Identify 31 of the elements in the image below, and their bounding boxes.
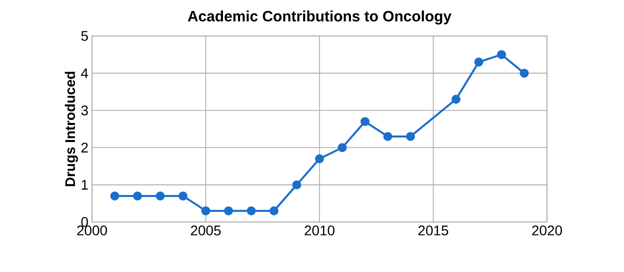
- point: [156, 191, 165, 200]
- point: [315, 154, 324, 164]
- x-tick-label: 2015: [418, 226, 448, 236]
- point: [224, 206, 233, 216]
- point: [270, 206, 278, 216]
- point: [474, 58, 484, 67]
- point: [520, 68, 529, 78]
- y-axis-title: Drugs Introduced: [64, 72, 78, 186]
- point: [338, 143, 347, 152]
- point: [360, 117, 370, 126]
- point: [246, 206, 256, 216]
- point: [452, 94, 460, 104]
- y-tick-label: 3: [81, 105, 88, 116]
- point: [178, 191, 188, 200]
- x-tick-label: 2010: [304, 226, 334, 236]
- point: [406, 132, 415, 141]
- chart-title: Academic Contributions to Oncology: [188, 10, 452, 25]
- point: [383, 132, 392, 141]
- point: [133, 191, 142, 200]
- y-tick-label: 5: [81, 31, 88, 41]
- point: [292, 180, 302, 190]
- y-tick-label: 2: [81, 142, 88, 152]
- point: [110, 191, 120, 200]
- x-tick-label: 2005: [190, 226, 221, 236]
- point: [497, 50, 506, 60]
- y-tick-label: 1: [82, 180, 88, 190]
- point: [201, 206, 210, 216]
- x-tick-label: 2000: [77, 226, 107, 236]
- x-tick-label: 2020: [532, 226, 562, 236]
- y-tick-label: 0: [81, 217, 88, 227]
- y-tick-label: 4: [81, 68, 88, 78]
